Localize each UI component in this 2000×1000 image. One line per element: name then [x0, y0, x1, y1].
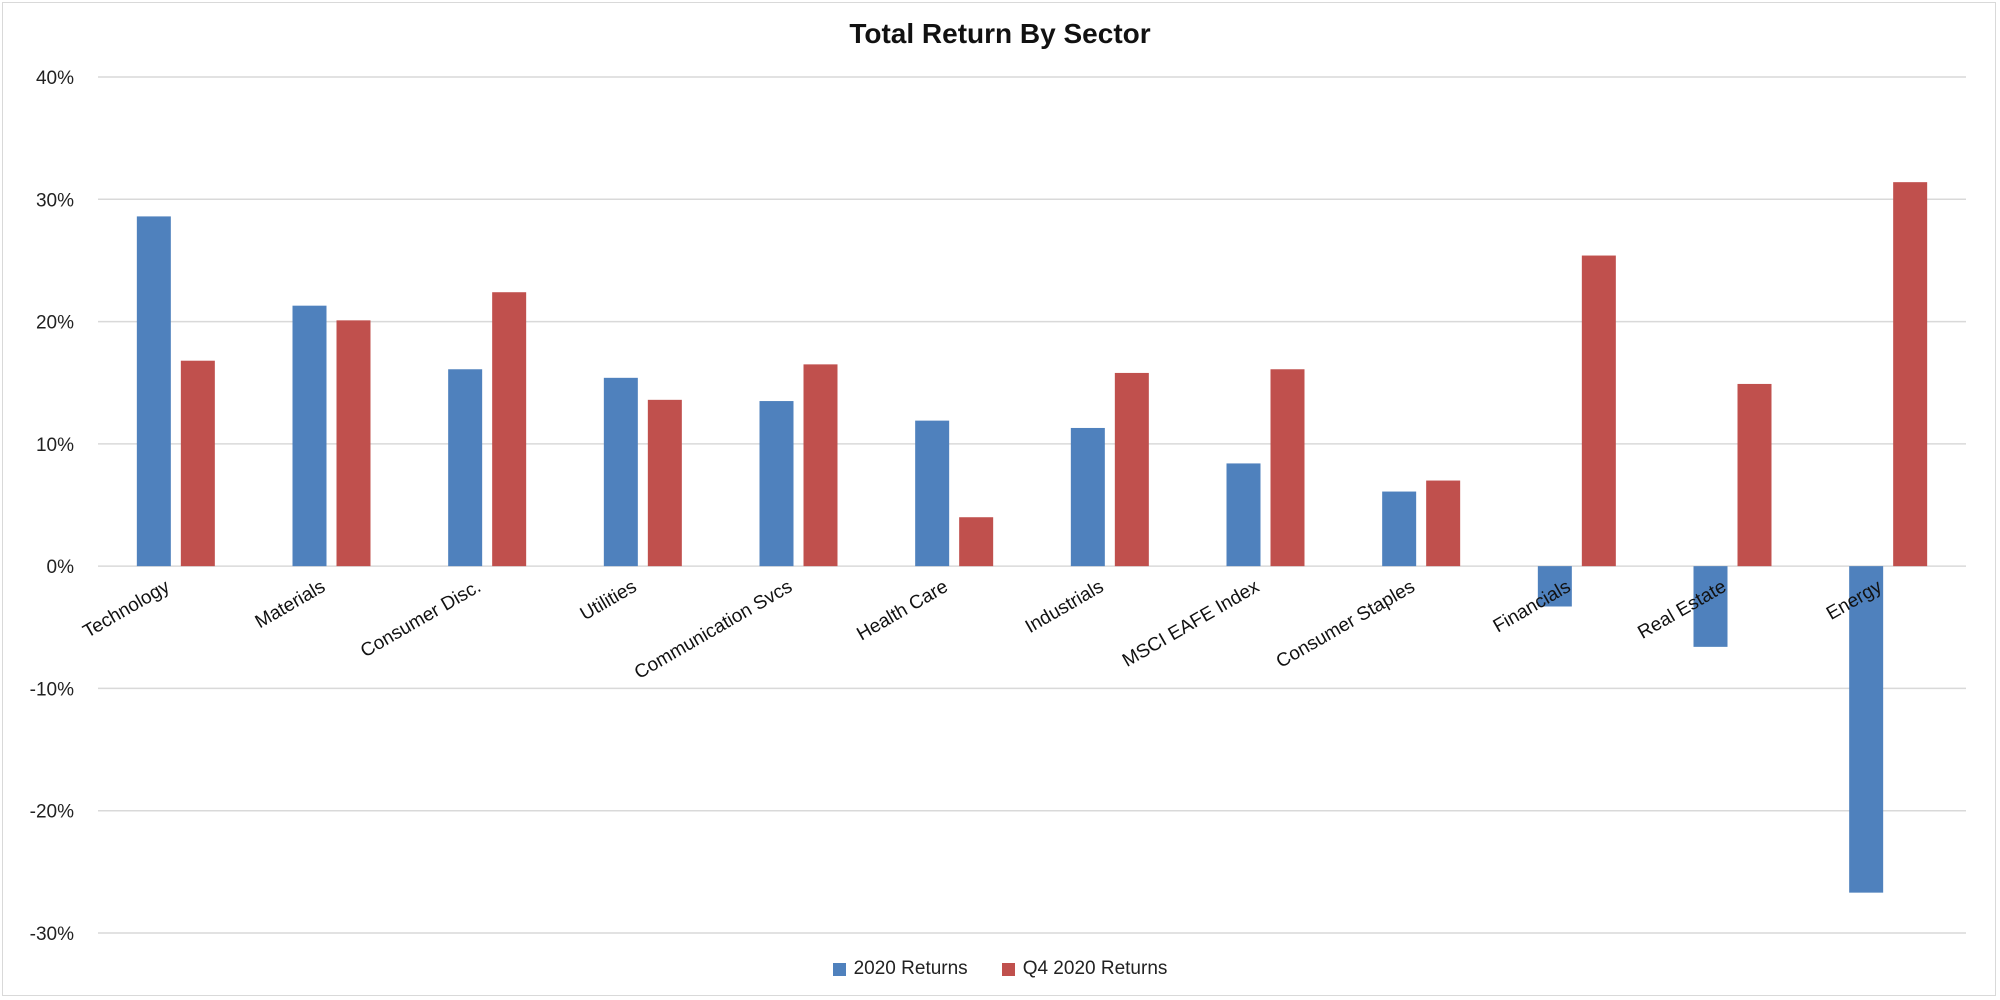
y-tick-label: -20% [30, 802, 74, 823]
bar [492, 292, 527, 567]
bar [1693, 566, 1728, 647]
gridlines [98, 76, 1966, 934]
bar [448, 369, 483, 567]
y-axis-ticks: -30% -20% -10% 0% 10% 20% 30% 40% [30, 68, 74, 945]
y-tick-label: 30% [36, 190, 74, 211]
bar [1426, 480, 1461, 567]
legend: 2020 Returns Q4 2020 Returns [0, 958, 2000, 980]
bar [292, 305, 327, 567]
x-tick-label: Financials [1490, 576, 1575, 637]
bar [180, 360, 215, 567]
bar [1893, 182, 1928, 567]
legend-swatch-2020-returns [832, 962, 846, 976]
x-axis-ticks: Technology Materials Consumer Disc. Utiliti… [80, 576, 1887, 684]
y-tick-label: -10% [30, 679, 74, 700]
bar [1849, 566, 1884, 893]
bar [1270, 369, 1305, 567]
bars [136, 182, 1928, 893]
x-tick-label: Consumer Disc. [357, 576, 485, 662]
bar [915, 420, 950, 567]
x-tick-label: Technology [80, 576, 174, 642]
y-tick-label: 0% [47, 557, 75, 578]
x-tick-label: Materials [252, 576, 329, 633]
bar [1226, 463, 1261, 567]
bar [136, 216, 171, 567]
chart-title: Total Return By Sector [849, 18, 1151, 49]
x-tick-label: Industrials [1022, 576, 1108, 637]
bar [803, 364, 838, 567]
bar [959, 517, 994, 567]
bar [647, 399, 682, 567]
x-tick-label: MSCI EAFE Index [1119, 576, 1263, 672]
bar [603, 377, 638, 567]
y-tick-label: -30% [30, 924, 74, 945]
legend-swatch-q4-2020-returns [1001, 962, 1015, 976]
bar [1737, 383, 1772, 567]
bar [1114, 372, 1149, 567]
x-tick-label: Utilities [577, 576, 641, 625]
legend-label-2020-returns: 2020 Returns [853, 958, 968, 979]
bar [336, 320, 371, 567]
x-tick-label: Communication Svcs [631, 576, 796, 683]
legend-item-2020-returns: 2020 Returns [832, 958, 968, 980]
bar [1382, 491, 1417, 567]
bar [1537, 566, 1572, 607]
y-tick-label: 10% [36, 435, 74, 456]
y-tick-label: 20% [36, 313, 74, 334]
bar [1581, 255, 1616, 567]
y-tick-label: 40% [36, 68, 74, 89]
legend-item-q4-2020-returns: Q4 2020 Returns [1001, 958, 1168, 980]
x-tick-label: Health Care [853, 576, 951, 645]
bar [759, 401, 794, 567]
x-tick-label: Consumer Staples [1273, 576, 1419, 672]
legend-label-q4-2020-returns: Q4 2020 Returns [1022, 958, 1168, 979]
bar [1070, 427, 1105, 567]
